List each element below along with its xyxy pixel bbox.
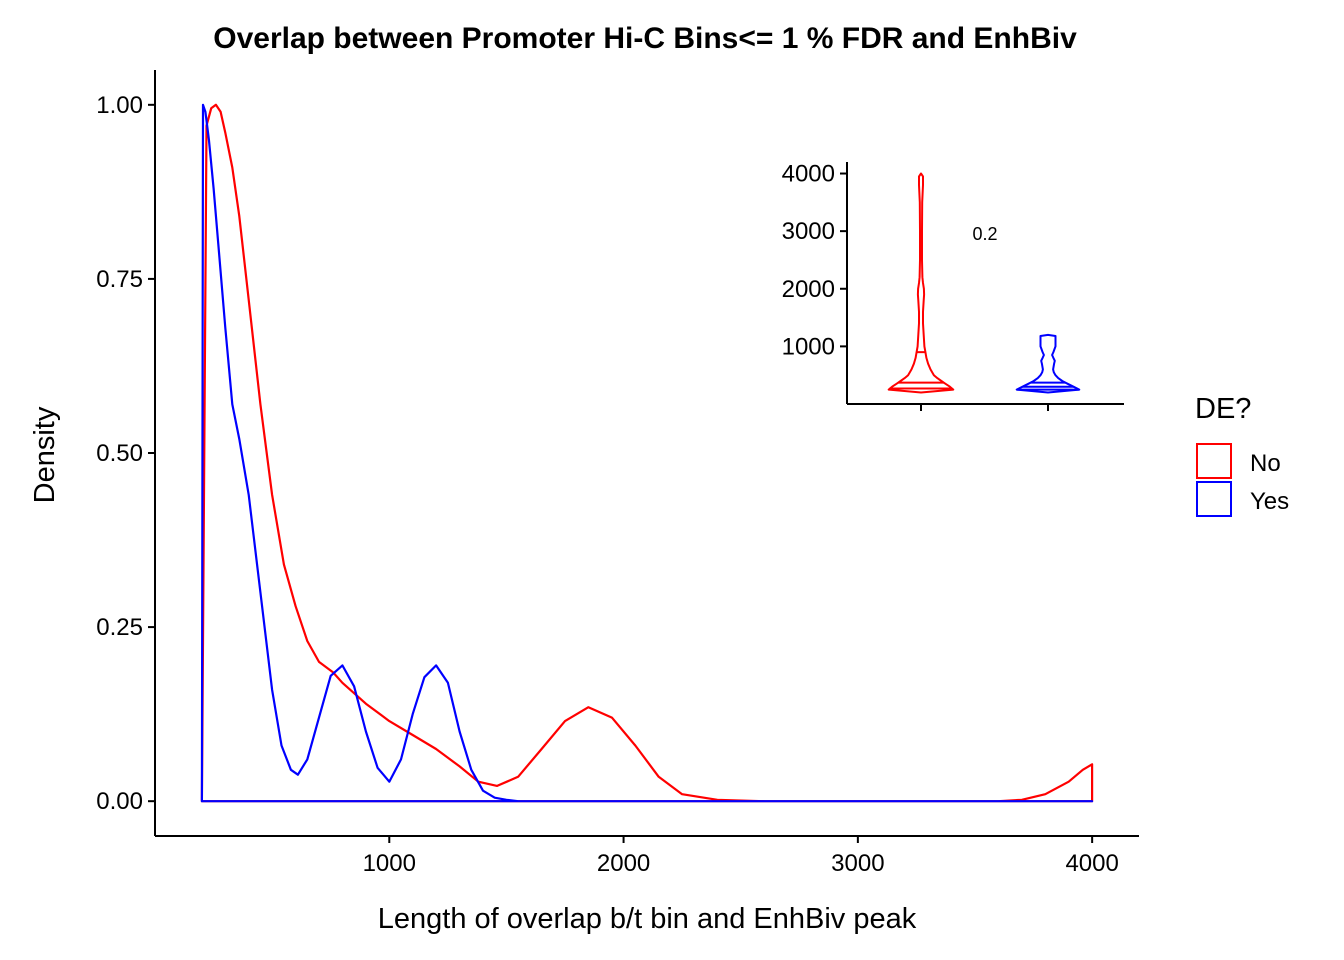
- density-curve-yes: [200, 103, 1094, 803]
- y-tick-label: 0.75: [96, 266, 143, 293]
- y-tick-label: 0.25: [96, 614, 143, 641]
- y-ticks: 0.00 0.25 0.50 0.75 1.00: [96, 92, 155, 815]
- inset-y-tick-label: 1000: [782, 333, 835, 360]
- x-tick-label: 3000: [831, 850, 884, 877]
- x-axis-title: Length of overlap b/t bin and EnhBiv pea…: [378, 903, 917, 935]
- x-tick-label: 1000: [363, 850, 416, 877]
- p-value-annotation: 0.2: [972, 224, 997, 244]
- legend-title: DE?: [1195, 393, 1251, 425]
- legend: DE? No Yes: [1195, 393, 1289, 517]
- density-curve-no: [200, 103, 1094, 803]
- inset-y-tick-label: 3000: [782, 218, 835, 245]
- y-tick-label: 0.50: [96, 440, 143, 467]
- violin-yes: [1015, 333, 1081, 394]
- violin-no: [887, 172, 955, 394]
- y-axis-title: Density: [29, 406, 61, 503]
- y-tick-label: 1.00: [96, 92, 143, 119]
- chart-title: Overlap between Promoter Hi-C Bins<= 1 %…: [213, 22, 1077, 55]
- x-tick-label: 4000: [1065, 850, 1118, 877]
- inset-violins: [887, 172, 1081, 394]
- inset-y-tick-label: 4000: [782, 161, 835, 188]
- main-plot: 0.00 0.25 0.50 0.75 1.00 1000 2000 3000 4000 Le…: [29, 70, 1139, 935]
- inset-violin-plot: 1000 2000 3000 4000 0.2: [782, 161, 1124, 411]
- inset-y-ticks: 1000 2000 3000 4000: [782, 161, 847, 360]
- density-series: [200, 103, 1094, 803]
- legend-key-yes: [1196, 481, 1232, 517]
- legend-label-no: No: [1250, 450, 1281, 477]
- legend-label-yes: Yes: [1250, 488, 1289, 515]
- x-tick-label: 2000: [597, 850, 650, 877]
- legend-key-no: [1196, 443, 1232, 479]
- x-ticks: 1000 2000 3000 4000: [363, 836, 1119, 877]
- inset-y-tick-label: 2000: [782, 276, 835, 303]
- y-tick-label: 0.00: [96, 788, 143, 815]
- inset-x-ticks: [920, 404, 1049, 411]
